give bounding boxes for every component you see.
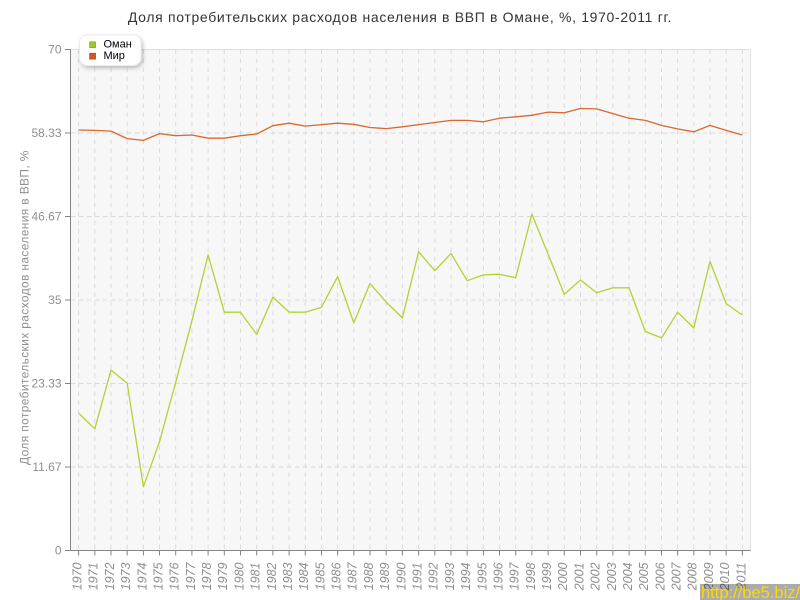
svg-text:11.67: 11.67 — [32, 460, 61, 474]
svg-text:1992: 1992 — [427, 562, 441, 590]
svg-text:2005: 2005 — [637, 562, 651, 591]
svg-text:1984: 1984 — [297, 562, 311, 590]
svg-text:2008: 2008 — [686, 562, 700, 591]
svg-text:1988: 1988 — [362, 562, 376, 590]
svg-text:1980: 1980 — [232, 562, 246, 590]
svg-text:1998: 1998 — [524, 562, 538, 590]
svg-text:1981: 1981 — [249, 563, 263, 591]
svg-text:2001: 2001 — [572, 563, 586, 592]
svg-text:1970: 1970 — [71, 562, 85, 590]
svg-text:1977: 1977 — [184, 561, 198, 590]
svg-text:http://be5.biz/: http://be5.biz/ — [701, 584, 800, 600]
svg-text:1997: 1997 — [508, 561, 522, 590]
svg-text:Доля потребительских расходов: Доля потребительских расходов населения … — [18, 150, 32, 465]
svg-text:1986: 1986 — [330, 562, 344, 590]
svg-text:1976: 1976 — [168, 562, 182, 590]
svg-text:1995: 1995 — [475, 562, 489, 590]
svg-text:2003: 2003 — [605, 562, 619, 591]
svg-text:1975: 1975 — [151, 562, 165, 590]
svg-text:Мир: Мир — [104, 50, 125, 62]
svg-text:2011: 2011 — [734, 563, 748, 591]
svg-text:2007: 2007 — [670, 561, 684, 591]
svg-text:1987: 1987 — [346, 561, 360, 590]
svg-text:2006: 2006 — [653, 562, 667, 591]
svg-text:1993: 1993 — [443, 562, 457, 590]
svg-text:Оман: Оман — [104, 39, 132, 51]
svg-text:Доля потребительских расходов: Доля потребительских расходов населения … — [128, 9, 672, 25]
svg-text:1973: 1973 — [119, 562, 133, 590]
svg-text:1994: 1994 — [459, 562, 473, 590]
svg-text:0: 0 — [55, 544, 62, 558]
svg-text:1979: 1979 — [216, 562, 230, 590]
svg-text:1990: 1990 — [394, 562, 408, 590]
svg-text:2009: 2009 — [702, 562, 716, 591]
svg-text:1996: 1996 — [491, 562, 505, 590]
svg-text:58.33: 58.33 — [31, 126, 61, 140]
svg-text:1982: 1982 — [265, 562, 279, 590]
svg-text:23.33: 23.33 — [31, 377, 61, 391]
svg-text:1971: 1971 — [87, 563, 101, 591]
svg-text:70: 70 — [48, 43, 62, 57]
svg-text:1972: 1972 — [103, 562, 117, 590]
svg-text:1989: 1989 — [378, 562, 392, 590]
svg-text:1974: 1974 — [135, 562, 149, 590]
svg-text:35: 35 — [48, 293, 62, 307]
svg-text:1999: 1999 — [540, 562, 554, 590]
svg-text:2000: 2000 — [556, 562, 570, 591]
svg-text:2004: 2004 — [621, 562, 635, 591]
svg-text:2002: 2002 — [589, 562, 603, 591]
svg-text:46.67: 46.67 — [31, 210, 61, 224]
svg-text:2010: 2010 — [718, 562, 732, 591]
svg-text:1991: 1991 — [411, 563, 425, 591]
svg-text:1983: 1983 — [281, 562, 295, 590]
svg-text:1985: 1985 — [313, 562, 327, 590]
svg-text:1978: 1978 — [200, 562, 214, 590]
